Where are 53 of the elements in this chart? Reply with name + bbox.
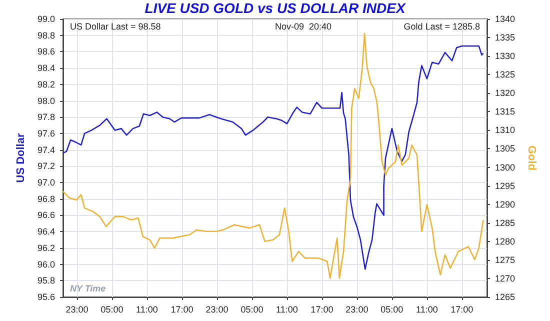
y-tick-label: 98.4 xyxy=(37,63,55,74)
y2-tick-label: 1270 xyxy=(495,273,516,284)
annotation: NY Time xyxy=(70,284,106,294)
x-tick-label: 23:00 xyxy=(346,304,368,314)
y-tick-label: 97.6 xyxy=(37,128,55,138)
y2-tick-label: 1335 xyxy=(495,32,516,43)
y-axis-title: US Dollar xyxy=(15,132,28,183)
y2-tick-label: 1320 xyxy=(495,88,516,98)
y-tick-label: 97.0 xyxy=(37,178,55,188)
x-tick-label: 11:00 xyxy=(276,304,298,314)
y-tick-label: 96.8 xyxy=(37,194,55,204)
y2-tick-label: 1265 xyxy=(495,292,516,302)
y-tick-label: 99.0 xyxy=(37,14,55,24)
y-tick-label: 98.8 xyxy=(37,30,55,40)
y2-tick-label: 1330 xyxy=(495,51,516,62)
y2-tick-label: 1275 xyxy=(495,254,516,265)
x-tick-label: 17:00 xyxy=(450,304,474,314)
y-tick-label: 98.2 xyxy=(37,79,55,90)
y2-tick-label: 1310 xyxy=(495,125,516,136)
annotation: US Dollar Last = 98.58 xyxy=(70,22,161,32)
annotation: Nov-09 20:40 xyxy=(274,22,332,32)
y-tick-label: 97.4 xyxy=(37,144,55,155)
y-tick-label: 95.8 xyxy=(37,276,55,286)
y2-tick-label: 1340 xyxy=(495,14,516,24)
y-tick-label: 96.0 xyxy=(37,259,55,270)
x-tick-label: 23:00 xyxy=(66,304,88,314)
y2-tick-label: 1280 xyxy=(495,236,516,246)
x-tick-label: 17:00 xyxy=(170,304,194,314)
y-tick-label: 97.8 xyxy=(37,112,55,122)
y2-tick-label: 1315 xyxy=(495,106,516,117)
annotation: Gold Last = 1285.8 xyxy=(404,22,480,32)
y2-tick-label: 1300 xyxy=(495,162,516,172)
y-tick-label: 98.0 xyxy=(37,96,55,106)
x-tick-label: 05:00 xyxy=(100,304,124,314)
y2-tick-label: 1285 xyxy=(495,218,516,228)
y-tick-label: 96.2 xyxy=(37,242,55,253)
x-tick-label: 05:00 xyxy=(380,304,404,314)
x-tick-label: 11:00 xyxy=(416,304,438,314)
y2-tick-label: 1325 xyxy=(495,70,516,80)
y-tick-label: 96.4 xyxy=(37,226,55,237)
y2-axis-title: Gold xyxy=(525,145,538,171)
chart-title: LIVE USD GOLD vs US DOLLAR INDEX xyxy=(144,0,407,16)
y-tick-label: 97.2 xyxy=(37,161,55,172)
y2-tick-label: 1290 xyxy=(495,199,516,210)
x-tick-label: 23:00 xyxy=(206,304,228,314)
y-tick-label: 95.6 xyxy=(37,292,55,302)
x-tick-label: 05:00 xyxy=(240,304,264,314)
x-tick-label: 17:00 xyxy=(310,304,334,314)
y2-tick-label: 1305 xyxy=(495,144,516,154)
x-tick-label: 11:00 xyxy=(136,304,158,314)
y-tick-label: 96.6 xyxy=(37,210,55,220)
y2-tick-label: 1295 xyxy=(495,180,516,191)
y-tick-label: 98.6 xyxy=(37,46,55,57)
